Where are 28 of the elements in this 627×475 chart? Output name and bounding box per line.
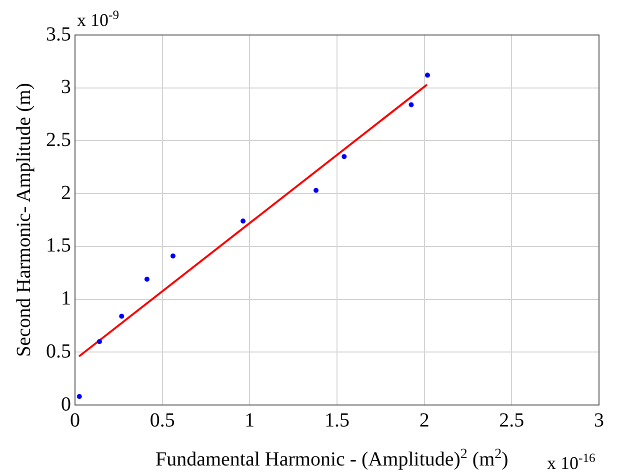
y-tick-label: 3 bbox=[61, 76, 71, 98]
point bbox=[240, 218, 246, 224]
point bbox=[424, 72, 430, 78]
point bbox=[144, 276, 150, 282]
x-tick-label: 3 bbox=[594, 409, 604, 432]
x-tick-label: 0.5 bbox=[150, 409, 175, 432]
y-tick-label: 1.5 bbox=[46, 234, 71, 257]
y-tick-label: 0 bbox=[61, 393, 71, 416]
text: x 10$^{-9}$ bbox=[77, 8, 119, 30]
x-tick-label: 1 bbox=[244, 409, 255, 432]
x-tick-label: 1.5 bbox=[324, 409, 350, 432]
x-tick-label: 2.5 bbox=[499, 409, 524, 432]
point bbox=[76, 394, 82, 400]
point bbox=[96, 339, 102, 344]
y-tick-label: 0.5 bbox=[46, 340, 71, 362]
point bbox=[119, 314, 124, 319]
y-tick-label: 1 bbox=[61, 288, 71, 310]
x-tick-label: 2 bbox=[419, 409, 430, 432]
y-tick-label: 3.5 bbox=[46, 23, 71, 46]
point bbox=[314, 188, 319, 193]
x-axis-title: Fundamental Harmonic - (Amplitude)$^{2}$ (m$^{2}$) bbox=[156, 447, 508, 471]
text: x 10$^{-16}$ bbox=[547, 451, 596, 473]
point bbox=[342, 154, 347, 160]
y-tick-label: 2.5 bbox=[46, 128, 71, 151]
point bbox=[408, 102, 414, 108]
y-tick-label: 2 bbox=[61, 182, 71, 204]
y-axis-title: Second Harmonic- Amplitude (m) bbox=[13, 83, 35, 357]
point bbox=[170, 253, 176, 258]
